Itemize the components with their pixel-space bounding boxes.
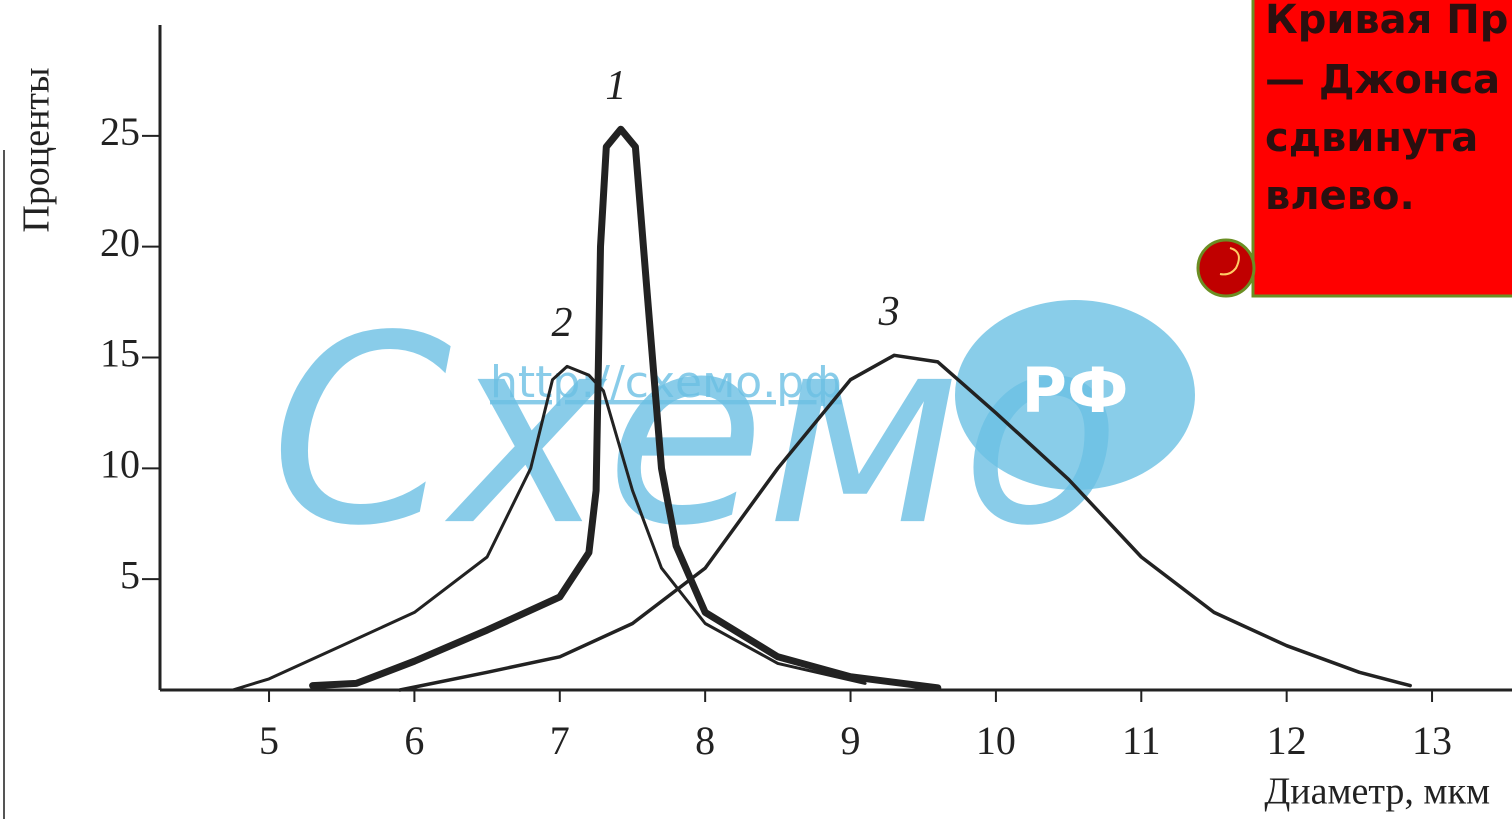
watermark-badge: РФ xyxy=(1022,354,1129,427)
curve-label: 1 xyxy=(605,63,626,109)
callout-line: сдвинута xyxy=(1265,115,1478,161)
x-tick-label: 5 xyxy=(259,718,279,763)
x-tick-label: 7 xyxy=(550,718,570,763)
callout-curl xyxy=(1198,240,1254,296)
x-tick-label: 9 xyxy=(841,718,861,763)
y-tick-label: 20 xyxy=(100,220,140,265)
x-tick-label: 10 xyxy=(976,718,1016,763)
y-axis-title: Проценты xyxy=(16,67,58,232)
y-tick-label: 5 xyxy=(120,552,140,597)
curve-label: 2 xyxy=(552,300,573,346)
y-tick-label: 15 xyxy=(100,331,140,376)
y-tick-label: 10 xyxy=(100,442,140,487)
x-axis-title: Диаметр, мкм xyxy=(1264,771,1490,813)
chart: Схемо http://схемо.рф РФ 510152025567891… xyxy=(0,0,1512,819)
callout-line: влево. xyxy=(1265,173,1415,219)
callout-line: Кривая Пр xyxy=(1265,0,1508,43)
watermark-url: http://схемо.рф xyxy=(490,357,842,408)
curve-label: 3 xyxy=(878,289,900,335)
y-tick-label: 25 xyxy=(100,109,140,154)
x-tick-label: 13 xyxy=(1412,718,1452,763)
callout-line: — Джонса xyxy=(1265,57,1500,103)
x-tick-label: 11 xyxy=(1122,718,1161,763)
x-tick-label: 12 xyxy=(1267,718,1307,763)
x-tick-label: 8 xyxy=(695,718,715,763)
x-tick-label: 6 xyxy=(404,718,424,763)
